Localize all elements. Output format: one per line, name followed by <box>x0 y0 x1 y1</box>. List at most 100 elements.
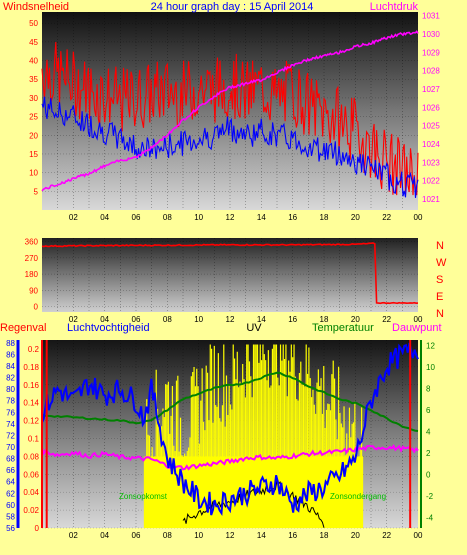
x-tick-label: 20 <box>351 531 360 540</box>
y-direction-tick-label: 270 <box>25 254 39 263</box>
x-tick-label: 22 <box>382 213 391 222</box>
y-left-tick-label: 30 <box>29 94 38 103</box>
chart-title: 24 hour graph day : 15 April 2014 <box>151 1 314 13</box>
x-tick-label: 18 <box>320 213 329 222</box>
sunset-label: Zonsondergang <box>330 492 386 501</box>
wind-direction-line <box>41 242 419 305</box>
y-temperature-tick-label: -2 <box>426 492 434 501</box>
dewpoint-line <box>41 444 419 471</box>
x-tick-label: 00 <box>414 531 423 540</box>
wind-speed-label: Windsnelheid <box>3 1 69 13</box>
x-tick-label: 14 <box>257 531 266 540</box>
temperature-label: Temperatuur <box>312 322 374 334</box>
y-left-tick-label: 40 <box>29 57 38 66</box>
compass-n-bottom: N <box>436 308 444 320</box>
y-left-tick-label: 20 <box>29 131 38 140</box>
x-tick-label: 16 <box>288 531 297 540</box>
x-tick-label: 16 <box>288 315 297 324</box>
y-humidity-tick-label: 58 <box>6 512 15 521</box>
pressure-label: Luchtdruk <box>370 1 419 13</box>
y-left-tick-label: 45 <box>29 38 38 47</box>
x-tick-label: 22 <box>382 315 391 324</box>
x-tick-label: 02 <box>69 531 78 540</box>
y-left-tick-label: 50 <box>29 19 38 28</box>
y-direction-tick-label: 0 <box>34 303 39 312</box>
x-tick-label: 08 <box>163 213 172 222</box>
y-humidity-tick-label: 74 <box>6 420 15 429</box>
y-left-tick-label: 35 <box>29 75 38 84</box>
y-temperature-tick-label: 4 <box>426 427 431 436</box>
y-humidity-tick-label: 88 <box>6 339 15 348</box>
y-uv-tick-label: 0.08 <box>23 452 39 461</box>
y-uv-tick-label: 0.04 <box>23 488 39 497</box>
y-humidity-tick-label: 64 <box>6 478 15 487</box>
y-temperature-tick-label: 8 <box>426 384 431 393</box>
y-uv-tick-label: 0.12 <box>23 417 39 426</box>
y-humidity-tick-label: 66 <box>6 466 15 475</box>
x-tick-label: 08 <box>163 315 172 324</box>
y-uv-tick-label: 0.14 <box>23 399 39 408</box>
y-humidity-tick-label: 82 <box>6 374 15 383</box>
dewpoint-label: Dauwpunt <box>392 322 442 334</box>
y-humidity-tick-label: 78 <box>6 397 15 406</box>
x-tick-label: 02 <box>69 315 78 324</box>
y-temperature-tick-label: 0 <box>426 470 431 479</box>
y-humidity-tick-label: 72 <box>6 431 15 440</box>
x-tick-label: 12 <box>226 315 235 324</box>
x-tick-label: 18 <box>320 315 329 324</box>
rain-label: Regenval <box>0 322 46 334</box>
x-tick-label: 12 <box>226 213 235 222</box>
sunrise-label: Zonsopkomst <box>119 492 168 501</box>
y-humidity-tick-label: 70 <box>6 443 15 452</box>
x-tick-label: 00 <box>414 315 423 324</box>
y-humidity-tick-label: 84 <box>6 362 15 371</box>
y-right-tick-label: 1023 <box>422 158 440 167</box>
temperature-line <box>41 371 419 432</box>
y-left-tick-label: 10 <box>29 169 38 178</box>
y-uv-tick-label: 0.06 <box>23 470 39 479</box>
compass-w: W <box>436 257 447 269</box>
wind-average-line <box>41 96 419 198</box>
y-left-tick-label: 25 <box>29 113 38 122</box>
y-direction-tick-label: 360 <box>25 238 39 247</box>
y-temperature-tick-label: 12 <box>426 341 435 350</box>
y-right-tick-label: 1022 <box>422 177 440 186</box>
y-right-tick-label: 1029 <box>422 48 440 57</box>
y-temperature-tick-label: 10 <box>426 363 435 372</box>
y-right-tick-label: 1027 <box>422 85 440 94</box>
x-tick-label: 14 <box>257 315 266 324</box>
x-tick-label: 06 <box>132 213 141 222</box>
y-humidity-tick-label: 76 <box>6 408 15 417</box>
y-uv-tick-label: 0.16 <box>23 381 39 390</box>
x-tick-label: 04 <box>100 315 109 324</box>
y-right-tick-label: 1028 <box>422 67 440 76</box>
y-humidity-tick-label: 60 <box>6 501 15 510</box>
y-right-tick-label: 1030 <box>422 30 440 39</box>
x-tick-label: 10 <box>194 531 203 540</box>
x-tick-label: 06 <box>132 531 141 540</box>
y-uv-tick-label: 0.02 <box>23 506 39 515</box>
x-tick-label: 00 <box>414 213 423 222</box>
x-tick-label: 08 <box>163 531 172 540</box>
y-right-tick-label: 1031 <box>422 12 440 21</box>
x-tick-label: 16 <box>288 213 297 222</box>
x-tick-label: 04 <box>100 531 109 540</box>
uv-label: UV <box>246 322 262 334</box>
y-uv-tick-label: 0 <box>35 524 40 533</box>
y-uv-tick-label: 0.18 <box>23 363 39 372</box>
wind-gust-line <box>41 41 419 196</box>
x-tick-label: 02 <box>69 213 78 222</box>
compass-e: E <box>436 291 443 303</box>
y-temperature-tick-label: 2 <box>426 449 431 458</box>
x-tick-label: 10 <box>194 315 203 324</box>
y-right-tick-label: 1026 <box>422 103 440 112</box>
pressure-line <box>41 30 419 192</box>
y-temperature-tick-label: -4 <box>426 513 434 522</box>
y-direction-tick-label: 90 <box>29 286 38 295</box>
y-humidity-tick-label: 80 <box>6 385 15 394</box>
y-humidity-tick-label: 62 <box>6 489 15 498</box>
x-tick-label: 14 <box>257 213 266 222</box>
y-humidity-tick-label: 68 <box>6 455 15 464</box>
x-tick-label: 18 <box>320 531 329 540</box>
